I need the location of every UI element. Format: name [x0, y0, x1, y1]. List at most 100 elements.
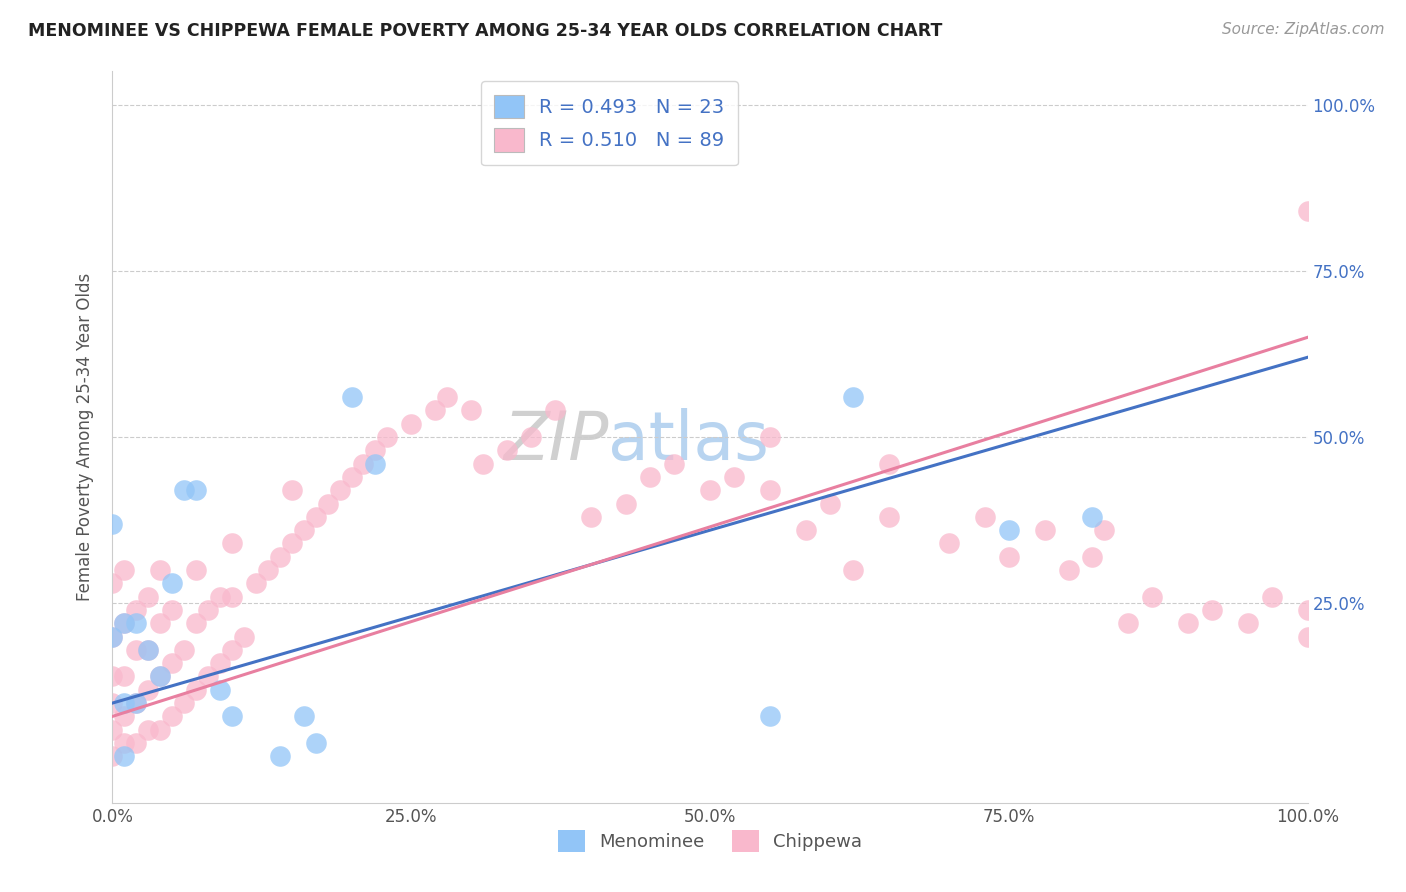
Point [162, 603, 183, 617]
Point [233, 630, 256, 644]
Point [101, 723, 124, 737]
Point [281, 536, 304, 550]
Point [292, 523, 315, 537]
Point [305, 736, 328, 750]
Point [281, 483, 304, 498]
Point [842, 563, 865, 577]
Point [316, 497, 339, 511]
Point [149, 669, 172, 683]
Point [173, 643, 195, 657]
Point [138, 682, 160, 697]
Y-axis label: Female Poverty Among 25-34 Year Olds: Female Poverty Among 25-34 Year Olds [76, 273, 94, 601]
Point [1081, 509, 1104, 524]
Point [998, 523, 1021, 537]
Point [114, 709, 135, 723]
Point [579, 509, 602, 524]
Point [1118, 616, 1140, 631]
Point [329, 483, 352, 498]
Point [292, 709, 315, 723]
Point [1296, 204, 1319, 219]
Point [197, 603, 219, 617]
Point [1081, 549, 1104, 564]
Point [664, 457, 686, 471]
Point [699, 483, 721, 498]
Point [125, 736, 148, 750]
Point [114, 736, 135, 750]
Point [879, 457, 901, 471]
Point [138, 643, 160, 657]
Point [209, 682, 232, 697]
Point [162, 656, 183, 670]
Point [818, 497, 841, 511]
Point [472, 457, 495, 471]
Point [401, 417, 423, 431]
Point [723, 470, 745, 484]
Point [1296, 630, 1319, 644]
Point [245, 576, 267, 591]
Point [364, 457, 387, 471]
Point [257, 563, 280, 577]
Point [1177, 616, 1199, 631]
Point [759, 483, 782, 498]
Point [364, 443, 387, 458]
Point [794, 523, 817, 537]
Point [221, 709, 243, 723]
Text: atlas: atlas [609, 408, 769, 474]
Point [543, 403, 565, 417]
Text: ZIP: ZIP [503, 408, 609, 474]
Point [138, 590, 160, 604]
Point [1033, 523, 1056, 537]
Point [520, 430, 543, 444]
Point [186, 483, 208, 498]
Point [101, 630, 124, 644]
Point [1237, 616, 1260, 631]
Point [186, 563, 208, 577]
Point [138, 643, 160, 657]
Point [1201, 603, 1223, 617]
Point [209, 656, 232, 670]
Point [269, 549, 291, 564]
Text: Source: ZipAtlas.com: Source: ZipAtlas.com [1222, 22, 1385, 37]
Point [114, 563, 135, 577]
Point [186, 682, 208, 697]
Point [340, 470, 363, 484]
Point [101, 749, 124, 764]
Point [425, 403, 447, 417]
Point [616, 497, 638, 511]
Point [221, 590, 243, 604]
Point [352, 457, 374, 471]
Point [197, 669, 219, 683]
Point [221, 643, 243, 657]
Point [173, 696, 195, 710]
Point [640, 470, 662, 484]
Text: MENOMINEE VS CHIPPEWA FEMALE POVERTY AMONG 25-34 YEAR OLDS CORRELATION CHART: MENOMINEE VS CHIPPEWA FEMALE POVERTY AMO… [28, 22, 942, 40]
Point [842, 390, 865, 404]
Point [186, 616, 208, 631]
Point [209, 590, 232, 604]
Point [114, 696, 135, 710]
Point [101, 669, 124, 683]
Point [125, 643, 148, 657]
Point [162, 576, 183, 591]
Point [101, 576, 124, 591]
Point [114, 669, 135, 683]
Point [149, 669, 172, 683]
Point [1142, 590, 1164, 604]
Point [101, 696, 124, 710]
Point [101, 516, 124, 531]
Point [436, 390, 458, 404]
Point [114, 616, 135, 631]
Point [460, 403, 482, 417]
Point [149, 723, 172, 737]
Point [1057, 563, 1080, 577]
Point [938, 536, 960, 550]
Point [269, 749, 291, 764]
Point [1261, 590, 1284, 604]
Point [149, 616, 172, 631]
Point [879, 509, 901, 524]
Point [125, 696, 148, 710]
Point [138, 723, 160, 737]
Point [173, 483, 195, 498]
Point [149, 563, 172, 577]
Point [125, 616, 148, 631]
